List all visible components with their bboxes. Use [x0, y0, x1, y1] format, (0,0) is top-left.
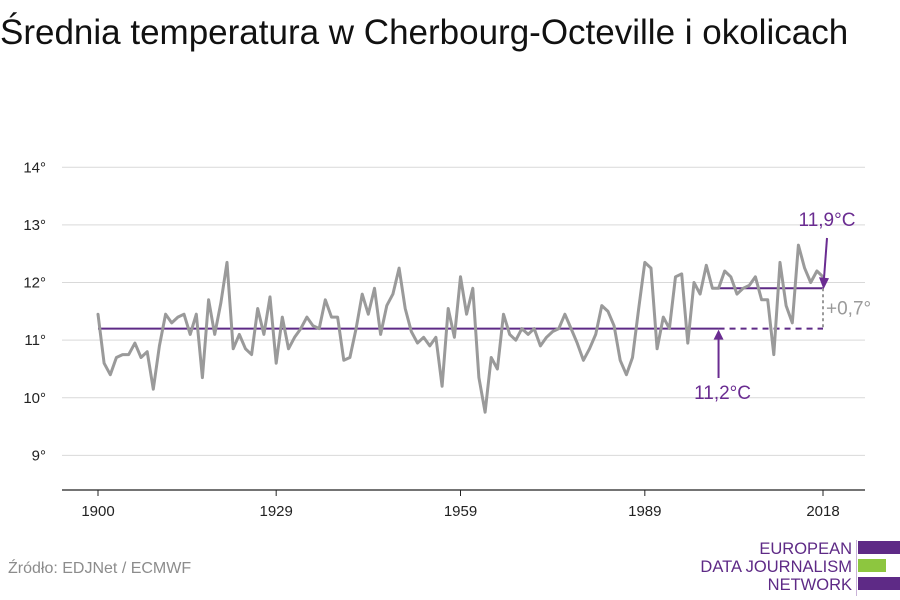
annotation-label-11-2: 11,2°C	[694, 383, 751, 404]
logo-divider	[856, 540, 857, 596]
arrow-11-9-head	[819, 277, 829, 290]
logo-line-network: NETWORK	[767, 576, 852, 594]
series-line-0	[96, 243, 825, 414]
x-tick-label: 1989	[628, 503, 661, 520]
arrow-11-9-shaft	[823, 237, 828, 279]
annotation-label-difference: +0,7°	[826, 298, 871, 319]
x-axis: 1900 1929 1959 1989 2018	[62, 489, 865, 520]
y-axis-tick-labels: 9° 10° 11° 12° 13° 14°	[23, 159, 46, 464]
annotations: 11,9°C 11,2°C +0,7°	[694, 210, 871, 404]
series-layer	[96, 243, 825, 414]
edjnet-logo: EUROPEAN DATA JOURNALISM NETWORK	[700, 540, 900, 596]
annotation-label-11-9: 11,9°C	[799, 210, 856, 231]
y-tick-label: 14°	[23, 159, 46, 176]
y-tick-label: 10°	[23, 390, 46, 407]
y-tick-label: 13°	[23, 217, 46, 234]
x-tick-label: 1959	[444, 503, 477, 520]
logo-bar-purple-bottom	[858, 577, 900, 590]
x-tick-label: 1929	[259, 503, 292, 520]
source-note: Źródło: EDJNet / ECMWF	[8, 560, 192, 577]
logo-bar-green	[858, 559, 886, 572]
logo-line-european: EUROPEAN	[759, 540, 852, 558]
logo-bar-purple-top	[858, 541, 900, 554]
gridlines	[62, 166, 865, 456]
logo-line-data-journalism: DATA JOURNALISM	[700, 558, 852, 576]
arrow-11-2-head	[713, 329, 724, 340]
x-tick-label: 1900	[81, 503, 114, 520]
x-tick-label: 2018	[806, 503, 839, 520]
chart-title: Średnia temperatura w Cherbourg-Octevill…	[0, 13, 849, 52]
y-tick-label: 12°	[23, 275, 46, 292]
y-tick-label: 11°	[24, 332, 46, 349]
y-tick-label: 9°	[32, 447, 46, 464]
